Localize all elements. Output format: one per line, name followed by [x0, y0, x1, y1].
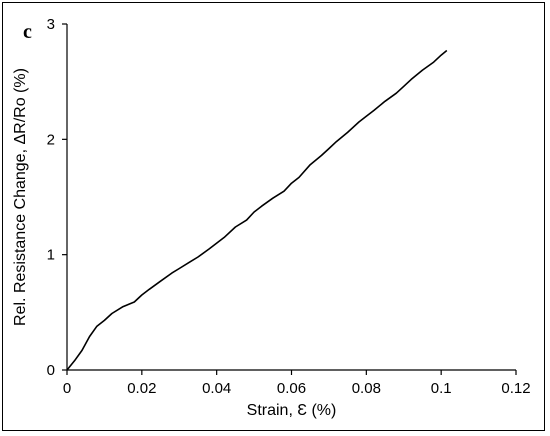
x-tick-label: 0.08 [352, 380, 381, 397]
y-tick-label: 0 [47, 362, 55, 379]
x-tick-label: 0.02 [127, 380, 156, 397]
axes: 0 1 2 3 0 0.02 0.04 0.06 0.08 0.1 0.12 [47, 16, 531, 397]
x-tick-label: 0.1 [431, 380, 452, 397]
y-tick-label: 1 [47, 247, 55, 264]
plot-area [66, 49, 448, 371]
x-axis-title: Strain, Ɛ (%) [247, 402, 337, 419]
series-line [66, 49, 448, 371]
y-tick-label: 3 [47, 16, 55, 33]
x-tick-label: 0.06 [277, 380, 306, 397]
x-tick-label: 0.04 [202, 380, 231, 397]
y-axis-title: Rel. Resistance Change, ΔR/Ro (%) [12, 68, 29, 326]
x-tick-label: 0.12 [501, 380, 530, 397]
panel-label: c [23, 21, 32, 43]
line-chart: 0 1 2 3 0 0.02 0.04 0.06 0.08 0.1 0.12 Strain, Ɛ (… [12, 16, 531, 419]
chart-frame: c 0 1 2 3 0 0.02 0.04 0.06 0.08 0.1 0.12 Strain, Ɛ… [2, 2, 545, 431]
x-tick-label: 0 [63, 380, 71, 397]
y-tick-label: 2 [47, 131, 55, 148]
